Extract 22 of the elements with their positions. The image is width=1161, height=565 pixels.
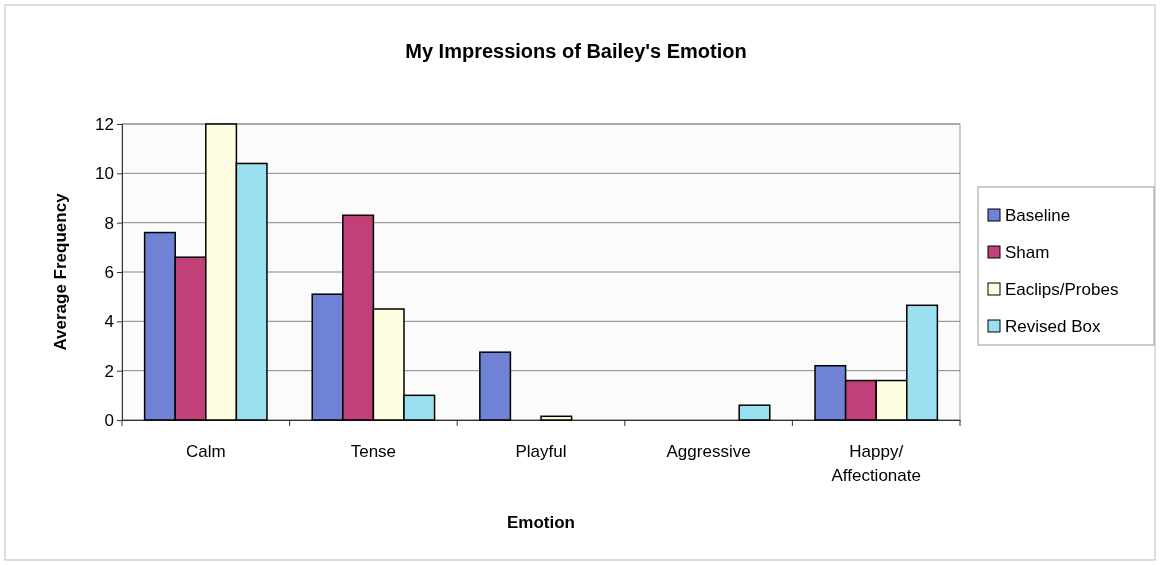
- bar: [540, 415, 573, 421]
- y-tick-label: 10: [95, 164, 114, 184]
- legend-label: Eaclips/Probes: [1005, 280, 1119, 299]
- legend-label: Revised Box: [1005, 317, 1101, 336]
- x-tick-label: Calm: [185, 442, 226, 461]
- y-tick-label: 8: [104, 213, 114, 233]
- x-tick-label: Playful: [515, 442, 567, 461]
- legend-label: Sham: [1005, 243, 1050, 262]
- y-tick-label: 6: [104, 262, 114, 282]
- x-tick-label: Aggressive: [666, 442, 751, 461]
- x-axis-title: Emotion: [507, 513, 575, 532]
- bar: [738, 404, 771, 421]
- bar: [479, 351, 512, 421]
- x-tick-label: Happy/Affectionate: [831, 442, 921, 485]
- legend-label: Baseline: [1005, 206, 1071, 225]
- chart-title: My Impressions of Bailey's Emotion: [405, 40, 747, 62]
- y-tick-label: 2: [104, 361, 114, 381]
- y-tick-label: 0: [104, 410, 114, 430]
- y-tick-label: 12: [95, 114, 114, 134]
- y-axis-title: Average Frequency: [51, 192, 70, 351]
- y-tick-label: 4: [104, 312, 114, 332]
- x-tick-label: Tense: [350, 442, 397, 461]
